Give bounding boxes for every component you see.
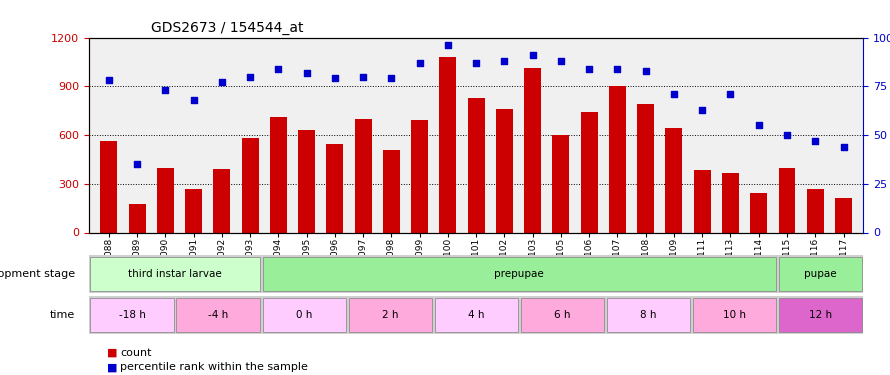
Point bbox=[186, 97, 200, 103]
Bar bbox=[553, 135, 570, 232]
Bar bbox=[411, 120, 428, 232]
Bar bbox=[693, 170, 711, 232]
Point bbox=[214, 80, 229, 86]
FancyBboxPatch shape bbox=[91, 298, 174, 332]
Point bbox=[101, 77, 116, 83]
Point bbox=[498, 58, 512, 64]
Point bbox=[667, 91, 681, 97]
Text: count: count bbox=[120, 348, 151, 357]
Point bbox=[412, 60, 426, 66]
FancyBboxPatch shape bbox=[176, 298, 260, 332]
Text: prepupae: prepupae bbox=[494, 269, 544, 279]
FancyBboxPatch shape bbox=[607, 298, 690, 332]
Point bbox=[356, 74, 370, 80]
Text: -18 h: -18 h bbox=[118, 310, 145, 320]
Text: percentile rank within the sample: percentile rank within the sample bbox=[120, 363, 308, 372]
Point bbox=[384, 75, 399, 81]
Bar bbox=[496, 109, 513, 232]
Bar bbox=[354, 119, 372, 232]
Point bbox=[582, 66, 596, 72]
Text: GDS2673 / 154544_at: GDS2673 / 154544_at bbox=[151, 21, 303, 35]
Text: development stage: development stage bbox=[0, 269, 75, 279]
Text: -4 h: -4 h bbox=[208, 310, 228, 320]
Bar bbox=[806, 189, 824, 232]
Point bbox=[469, 60, 483, 66]
Bar bbox=[524, 68, 541, 232]
Bar bbox=[270, 117, 287, 232]
Bar bbox=[440, 57, 457, 232]
Point bbox=[526, 52, 540, 58]
Bar bbox=[383, 150, 400, 232]
Text: 10 h: 10 h bbox=[723, 310, 746, 320]
Bar bbox=[580, 112, 598, 232]
Text: 4 h: 4 h bbox=[468, 310, 484, 320]
Bar bbox=[722, 173, 739, 232]
Point bbox=[780, 132, 794, 138]
Text: ■: ■ bbox=[107, 348, 117, 357]
FancyBboxPatch shape bbox=[349, 298, 432, 332]
FancyBboxPatch shape bbox=[263, 298, 345, 332]
Bar bbox=[750, 193, 767, 232]
Point bbox=[271, 66, 286, 72]
Bar bbox=[779, 168, 796, 232]
Text: 12 h: 12 h bbox=[809, 310, 832, 320]
Bar bbox=[467, 98, 485, 232]
Point bbox=[158, 87, 173, 93]
Bar bbox=[157, 168, 174, 232]
Text: ■: ■ bbox=[107, 363, 117, 372]
Bar bbox=[637, 104, 654, 232]
Bar bbox=[666, 128, 683, 232]
Point bbox=[837, 144, 851, 150]
Point bbox=[639, 68, 653, 74]
Bar bbox=[128, 204, 146, 232]
Point bbox=[724, 91, 738, 97]
Point bbox=[808, 138, 822, 144]
Bar bbox=[609, 86, 626, 232]
Bar bbox=[185, 189, 202, 232]
Text: 2 h: 2 h bbox=[382, 310, 399, 320]
FancyBboxPatch shape bbox=[779, 257, 862, 291]
Point bbox=[441, 42, 455, 48]
FancyBboxPatch shape bbox=[263, 257, 776, 291]
Text: 8 h: 8 h bbox=[640, 310, 657, 320]
Text: pupae: pupae bbox=[804, 269, 837, 279]
Text: time: time bbox=[50, 310, 75, 320]
FancyBboxPatch shape bbox=[521, 298, 603, 332]
Text: 0 h: 0 h bbox=[295, 310, 312, 320]
Bar bbox=[327, 144, 344, 232]
FancyBboxPatch shape bbox=[779, 298, 862, 332]
Point bbox=[611, 66, 625, 72]
Bar bbox=[241, 138, 259, 232]
Bar bbox=[101, 141, 117, 232]
Bar bbox=[214, 169, 231, 232]
Point bbox=[328, 75, 342, 81]
Point bbox=[554, 58, 568, 64]
FancyBboxPatch shape bbox=[91, 257, 260, 291]
Text: 6 h: 6 h bbox=[554, 310, 570, 320]
Bar bbox=[298, 130, 315, 232]
FancyBboxPatch shape bbox=[692, 298, 776, 332]
Point bbox=[752, 122, 766, 128]
Bar bbox=[835, 198, 852, 232]
Point bbox=[695, 106, 709, 112]
Point bbox=[130, 161, 144, 167]
Point bbox=[299, 70, 313, 76]
Point bbox=[243, 74, 257, 80]
Text: third instar larvae: third instar larvae bbox=[128, 269, 222, 279]
FancyBboxPatch shape bbox=[434, 298, 518, 332]
